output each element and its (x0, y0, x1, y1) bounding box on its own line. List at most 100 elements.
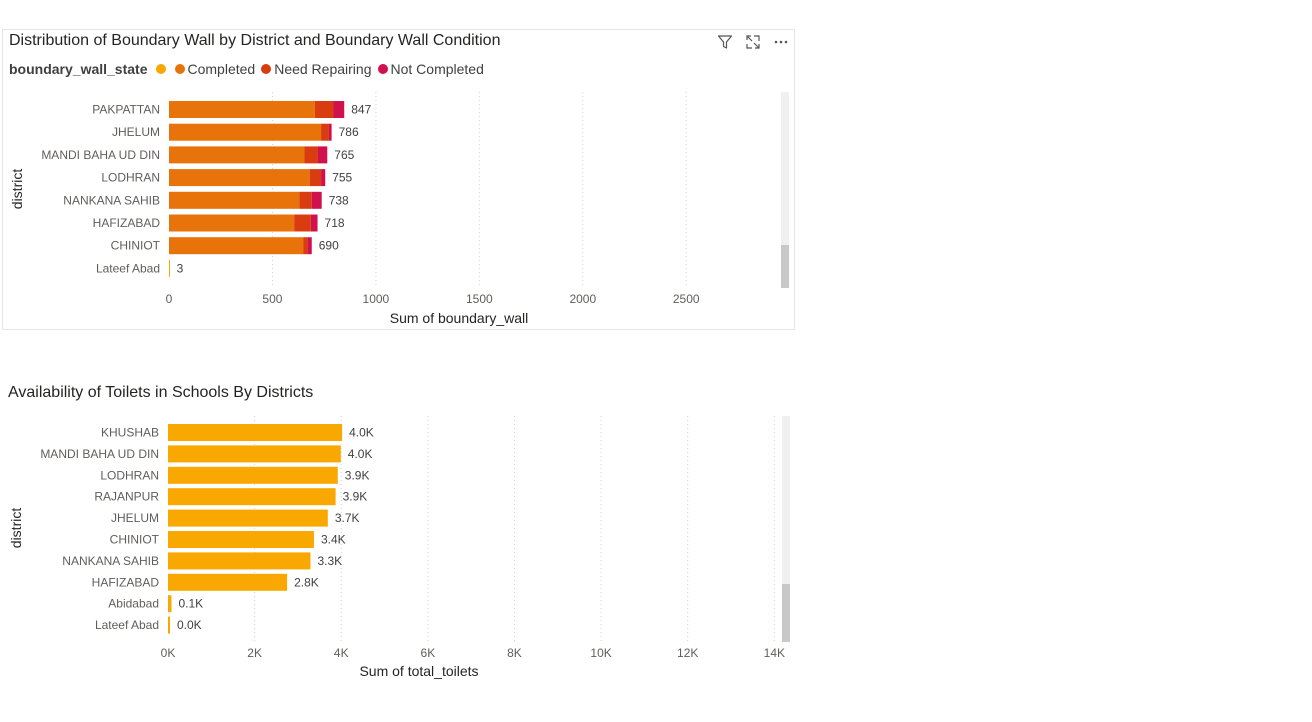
bar (168, 509, 328, 527)
data-label: 0.1K (178, 597, 203, 611)
category-label: PAKPATTAN (92, 103, 160, 117)
visual-header-icons (716, 33, 790, 51)
category-label: KHUSHAB (101, 426, 159, 440)
category-label: MANDI BAHA UD DIN (40, 447, 159, 461)
category-label: Lateef Abad (96, 261, 160, 275)
legend-swatch (174, 64, 185, 74)
category-label: JHELUM (111, 511, 159, 525)
x-tick-label: 10K (590, 646, 611, 660)
x-tick-label: 12K (677, 646, 698, 660)
category-label: MANDI BAHA UD DIN (41, 148, 160, 162)
bar (168, 573, 288, 591)
bar (168, 466, 338, 484)
bar (168, 488, 336, 506)
bar-segment (311, 191, 322, 209)
bar-segment (169, 169, 310, 187)
x-axis-title: Sum of boundary_wall (390, 310, 529, 326)
bar-segment (304, 146, 318, 164)
scrollbar-thumb[interactable] (782, 584, 790, 642)
legend-item-blank[interactable] (155, 64, 169, 74)
data-label: 718 (325, 216, 345, 230)
bar-segment (169, 259, 170, 277)
bar-segment (321, 123, 329, 141)
x-tick-label: 1500 (466, 292, 493, 306)
x-tick-label: 1000 (363, 292, 390, 306)
bar (168, 595, 172, 613)
x-tick-label: 2000 (569, 292, 596, 306)
data-label: 755 (332, 171, 352, 185)
legend-title: boundary_wall_state (9, 61, 148, 77)
data-label: 3 (177, 261, 184, 275)
bar-segment (294, 214, 311, 232)
legend-item-completed[interactable]: Completed (174, 61, 256, 77)
data-label: 847 (351, 103, 371, 117)
bar-segment (321, 169, 326, 187)
category-label: RAJANPUR (94, 490, 159, 504)
boundary-wall-chart-visual[interactable]: Distribution of Boundary Wall by Distric… (2, 29, 795, 330)
category-label: CHINIOT (110, 533, 160, 547)
more-options-icon[interactable] (772, 33, 790, 51)
x-tick-label: 14K (764, 646, 785, 660)
x-axis-title: Sum of total_toilets (359, 663, 478, 679)
data-label: 3.9K (345, 468, 370, 482)
focus-mode-icon[interactable] (744, 33, 762, 51)
x-tick-label: 6K (421, 646, 436, 660)
vertical-scrollbar[interactable] (782, 416, 790, 642)
bar-segment (314, 101, 334, 118)
legend-swatch (155, 64, 166, 74)
data-label: 738 (329, 193, 349, 207)
legend-item-not-completed[interactable]: Not Completed (377, 61, 484, 77)
bar-segment (310, 214, 318, 232)
x-tick-label: 8K (507, 646, 522, 660)
bar-segment (169, 146, 305, 164)
bar-segment (317, 146, 328, 164)
legend-label: Completed (187, 61, 256, 77)
legend-label: Need Repairing (274, 61, 372, 77)
bar (168, 616, 170, 634)
x-tick-label: 2K (247, 646, 262, 660)
bar-segment (328, 123, 332, 141)
category-label: Lateef Abad (95, 618, 159, 632)
data-label: 4.0K (349, 426, 374, 440)
scrollbar-thumb[interactable] (781, 245, 789, 288)
x-tick-label: 4K (334, 646, 349, 660)
data-label: 4.0K (348, 447, 373, 461)
data-label: 765 (334, 148, 354, 162)
legend-swatch (377, 64, 388, 74)
category-label: HAFIZABAD (92, 575, 160, 589)
category-label: HAFIZABAD (93, 216, 161, 230)
chart-title: Distribution of Boundary Wall by Distric… (9, 32, 501, 49)
bar-segment (303, 237, 308, 255)
bar (168, 531, 314, 548)
bar (168, 424, 343, 441)
bar (168, 552, 311, 570)
category-label: NANKANA SAHIB (63, 193, 160, 207)
data-label: 690 (319, 239, 339, 253)
chart-legend: boundary_wall_state Completed Need Repai… (9, 61, 490, 77)
y-axis-title: district (9, 169, 25, 210)
bar-segment (333, 101, 345, 118)
data-label: 0.0K (177, 618, 202, 632)
legend-item-need-repairing[interactable]: Need Repairing (261, 61, 372, 77)
data-label: 3.9K (343, 490, 368, 504)
data-label: 3.4K (321, 533, 346, 547)
bar-segment (169, 191, 300, 209)
filter-icon[interactable] (716, 33, 734, 51)
legend-swatch (261, 64, 272, 74)
category-label: CHINIOT (111, 239, 161, 253)
x-tick-label: 2500 (673, 292, 700, 306)
bar-segment (169, 101, 315, 118)
bar-segment (307, 237, 312, 255)
category-label: Abidabad (108, 597, 159, 611)
bar-segment (309, 169, 322, 187)
toilets-bar-chart: 0K 2K 4K 6K 8K 10K 12K 14K KHUSHAB 4.0K MANDI BAHA… (8, 416, 785, 679)
y-axis-title: district (8, 508, 24, 549)
bar-segment (299, 191, 312, 209)
vertical-scrollbar[interactable] (781, 92, 789, 288)
category-label: LODHRAN (101, 171, 160, 185)
category-label: JHELUM (112, 125, 160, 139)
legend-label: Not Completed (390, 61, 484, 77)
bar-segment (169, 214, 295, 232)
chart-title: Availability of Toilets in Schools By Di… (8, 384, 314, 401)
toilets-chart-visual[interactable]: Availability of Toilets in Schools By Di… (2, 378, 795, 688)
